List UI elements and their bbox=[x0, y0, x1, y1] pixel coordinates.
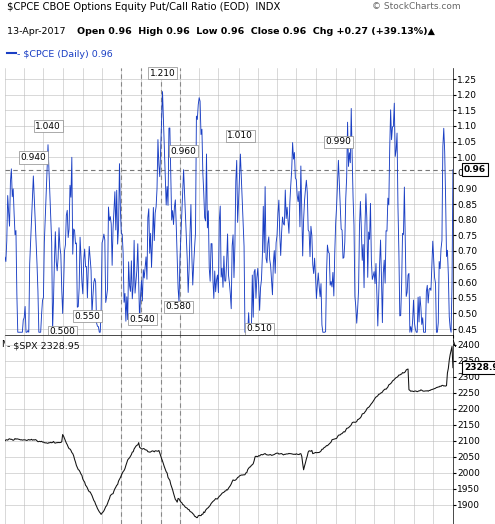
Text: 1.210: 1.210 bbox=[149, 69, 175, 78]
Text: 0.510: 0.510 bbox=[247, 324, 273, 333]
Text: 0.960: 0.960 bbox=[171, 147, 197, 156]
Text: 0.990: 0.990 bbox=[326, 137, 351, 146]
Text: 1.040: 1.040 bbox=[35, 122, 61, 131]
Text: 0.540: 0.540 bbox=[130, 315, 155, 324]
Text: - $CPCE (Daily) 0.96: - $CPCE (Daily) 0.96 bbox=[17, 50, 113, 59]
Text: © StockCharts.com: © StockCharts.com bbox=[372, 2, 461, 11]
Text: 0.96: 0.96 bbox=[464, 165, 486, 174]
Text: 2328.95: 2328.95 bbox=[464, 363, 495, 372]
Text: 0.580: 0.580 bbox=[165, 302, 191, 311]
Text: - $SPX 2328.95: - $SPX 2328.95 bbox=[7, 341, 80, 350]
Text: Open 0.96  High 0.96  Low 0.96  Close 0.96  Chg +0.27 (+39.13%)▲: Open 0.96 High 0.96 Low 0.96 Close 0.96 … bbox=[77, 27, 435, 36]
Text: 0.500: 0.500 bbox=[50, 328, 76, 336]
Text: 1.010: 1.010 bbox=[227, 131, 253, 140]
Text: 0.940: 0.940 bbox=[20, 153, 46, 162]
Text: 13-Apr-2017: 13-Apr-2017 bbox=[7, 27, 78, 36]
Text: 0.550: 0.550 bbox=[74, 312, 100, 321]
Text: $CPCE CBOE Options Equity Put/Call Ratio (EOD)  INDX: $CPCE CBOE Options Equity Put/Call Ratio… bbox=[7, 2, 281, 12]
Text: 0.460: 0.460 bbox=[365, 340, 391, 349]
